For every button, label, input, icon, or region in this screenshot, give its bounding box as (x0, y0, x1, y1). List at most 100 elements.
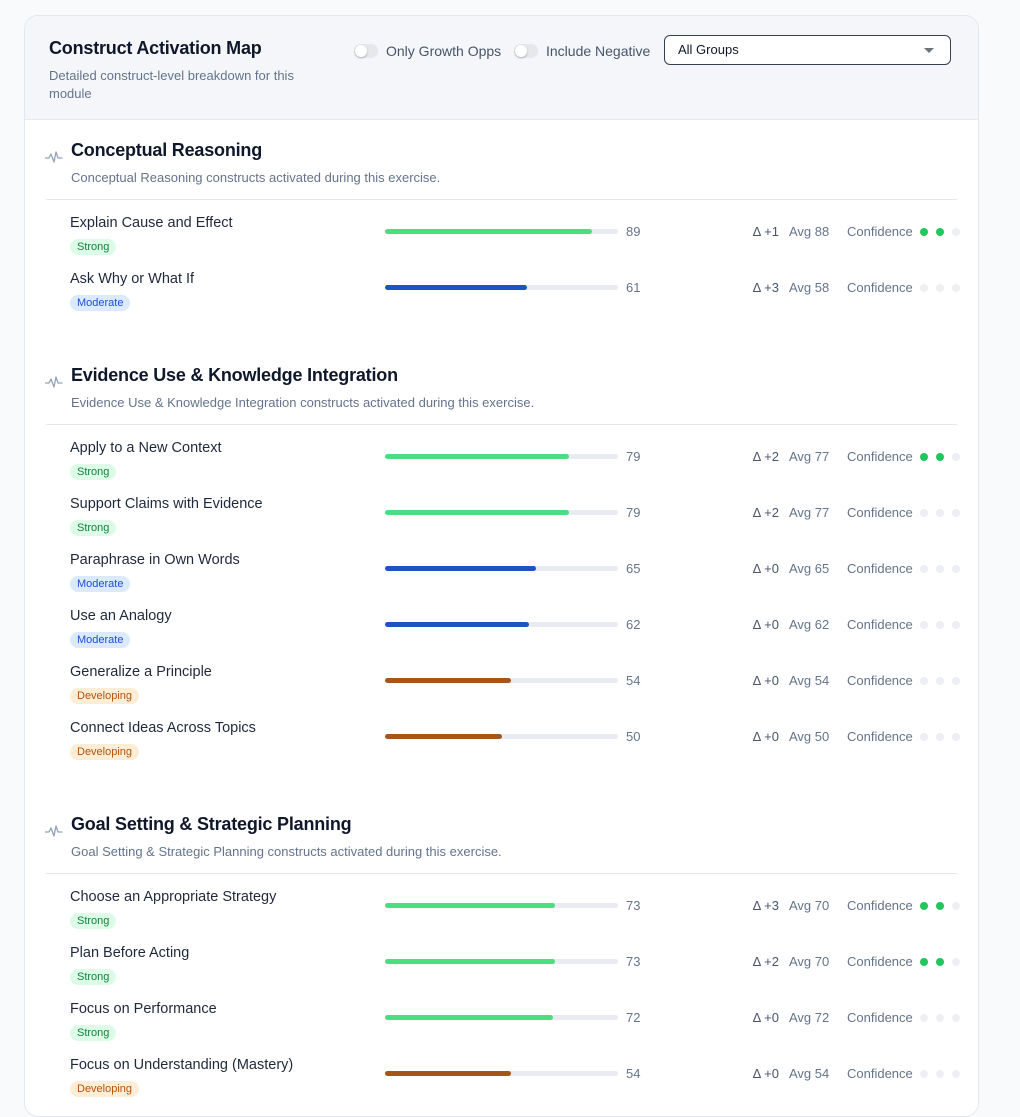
toggle-switch[interactable] (514, 44, 538, 58)
construct-name: Focus on Performance (70, 1001, 217, 1017)
score-bar (385, 285, 618, 290)
confidence-label: Confidence (847, 505, 913, 520)
confidence-dot (920, 565, 928, 573)
construct-row[interactable]: Generalize a Principle Developing 54 Δ +0 Av… (25, 661, 978, 717)
construct-row[interactable]: Apply to a New Context Strong 79 Δ +2 Avg 77… (25, 437, 978, 493)
avg-value: 88 (814, 224, 830, 239)
average-score: Avg 70 (789, 898, 829, 913)
level-badge: Moderate (70, 295, 131, 311)
score-delta: Δ +3 (753, 280, 779, 295)
delta-value: +1 (764, 224, 779, 239)
construct-row[interactable]: Focus on Understanding (Mastery) Developi… (25, 1054, 978, 1110)
construct-row[interactable]: Choose an Appropriate Strategy Strong 73 Δ … (25, 886, 978, 942)
level-badge: Developing (70, 688, 140, 704)
delta-value: +2 (764, 449, 779, 464)
confidence-dots (920, 228, 960, 236)
average-score: Avg 77 (789, 449, 829, 464)
construct-groups: Conceptual Reasoning Conceptual Reasoning… (25, 120, 978, 1116)
level-badge: Developing (70, 744, 140, 760)
confidence-dot (952, 621, 960, 629)
construct-name: Support Claims with Evidence (70, 496, 263, 512)
average-score: Avg 65 (789, 561, 829, 576)
average-score: Avg 70 (789, 954, 829, 969)
confidence-label: Confidence (847, 954, 913, 969)
confidence-dot (920, 1014, 928, 1022)
confidence-dot (952, 1070, 960, 1078)
avg-prefix: Avg (789, 561, 812, 576)
avg-prefix: Avg (789, 673, 812, 688)
construct-row[interactable]: Use an Analogy Moderate 62 Δ +0 Avg 62 Confid… (25, 605, 978, 661)
avg-value: 58 (814, 280, 830, 295)
delta-symbol: Δ (752, 954, 761, 969)
confidence-dot (952, 509, 960, 517)
level-badge: Strong (70, 913, 117, 929)
confidence-dot (936, 1070, 944, 1078)
score-bar (385, 454, 618, 459)
confidence-dot (952, 453, 960, 461)
confidence-dot (936, 902, 944, 910)
group-filter-select[interactable]: All Groups (664, 35, 951, 65)
construct-row[interactable]: Support Claims with Evidence Strong 79 Δ +2… (25, 493, 978, 549)
delta-symbol: Δ (752, 280, 761, 295)
score-bar-fill (385, 510, 570, 515)
construct-row[interactable]: Focus on Performance Strong 72 Δ +0 Avg 72 Co… (25, 998, 978, 1054)
confidence-dots (920, 733, 960, 741)
toggle-knob (515, 45, 527, 57)
score-value: 89 (626, 224, 641, 239)
level-badge: Strong (70, 1025, 117, 1041)
score-value: 72 (626, 1010, 641, 1025)
delta-value: +0 (764, 729, 779, 744)
confidence-dot (952, 958, 960, 966)
average-score: Avg 62 (789, 617, 829, 632)
score-bar-fill (385, 1071, 511, 1076)
score-bar-fill (385, 622, 530, 627)
confidence-dots (920, 284, 960, 292)
confidence-dot (920, 733, 928, 741)
confidence-label: Confidence (847, 617, 913, 632)
confidence-dot (920, 677, 928, 685)
construct-row[interactable]: Connect Ideas Across Topics Developing 50 Δ… (25, 717, 978, 773)
confidence-dot (936, 228, 944, 236)
confidence-dots (920, 677, 960, 685)
chevron-down-icon (924, 48, 934, 53)
confidence-dot (952, 677, 960, 685)
toggle-switch[interactable] (354, 44, 378, 58)
confidence-dots (920, 902, 960, 910)
construct-row[interactable]: Ask Why or What If Moderate 61 Δ +3 Avg 58 Co… (25, 268, 978, 324)
construct-row[interactable]: Plan Before Acting Strong 73 Δ +2 Avg 70 Conf… (25, 942, 978, 998)
construct-row[interactable]: Explain Cause and Effect Strong 89 Δ +1 Avg … (25, 212, 978, 268)
confidence-dots (920, 1014, 960, 1022)
score-delta: Δ +0 (753, 561, 779, 576)
page-title: Construct Activation Map (49, 38, 262, 58)
avg-value: 50 (814, 729, 830, 744)
only-growth-opps-toggle[interactable]: Only Growth Opps (354, 43, 501, 59)
score-delta: Δ +0 (753, 1066, 779, 1081)
delta-symbol: Δ (752, 505, 761, 520)
average-score: Avg 50 (789, 729, 829, 744)
average-score: Avg 54 (789, 673, 829, 688)
confidence-dot (952, 1014, 960, 1022)
level-badge: Moderate (70, 632, 131, 648)
delta-symbol: Δ (752, 729, 761, 744)
delta-symbol: Δ (752, 898, 761, 913)
include-negative-toggle[interactable]: Include Negative (514, 43, 650, 59)
group-header: Evidence Use & Knowledge Integration Evid… (45, 345, 957, 425)
score-bar (385, 1015, 618, 1020)
score-bar-fill (385, 1015, 553, 1020)
score-bar-fill (385, 285, 528, 290)
confidence-dot (952, 284, 960, 292)
confidence-dots (920, 453, 960, 461)
group-description: Conceptual Reasoning constructs activate… (71, 170, 441, 185)
confidence-dots (920, 509, 960, 517)
confidence-label: Confidence (847, 729, 913, 744)
group-title: Conceptual Reasoning (71, 140, 263, 160)
confidence-dot (920, 1070, 928, 1078)
construct-list: Apply to a New Context Strong 79 Δ +2 Avg 77… (25, 425, 978, 794)
delta-symbol: Δ (752, 617, 761, 632)
delta-value: +0 (764, 561, 779, 576)
delta-value: +0 (764, 673, 779, 688)
construct-row[interactable]: Paraphrase in Own Words Moderate 65 Δ +0 Avg… (25, 549, 978, 605)
confidence-dot (936, 958, 944, 966)
avg-prefix: Avg (789, 617, 812, 632)
score-bar-fill (385, 678, 511, 683)
